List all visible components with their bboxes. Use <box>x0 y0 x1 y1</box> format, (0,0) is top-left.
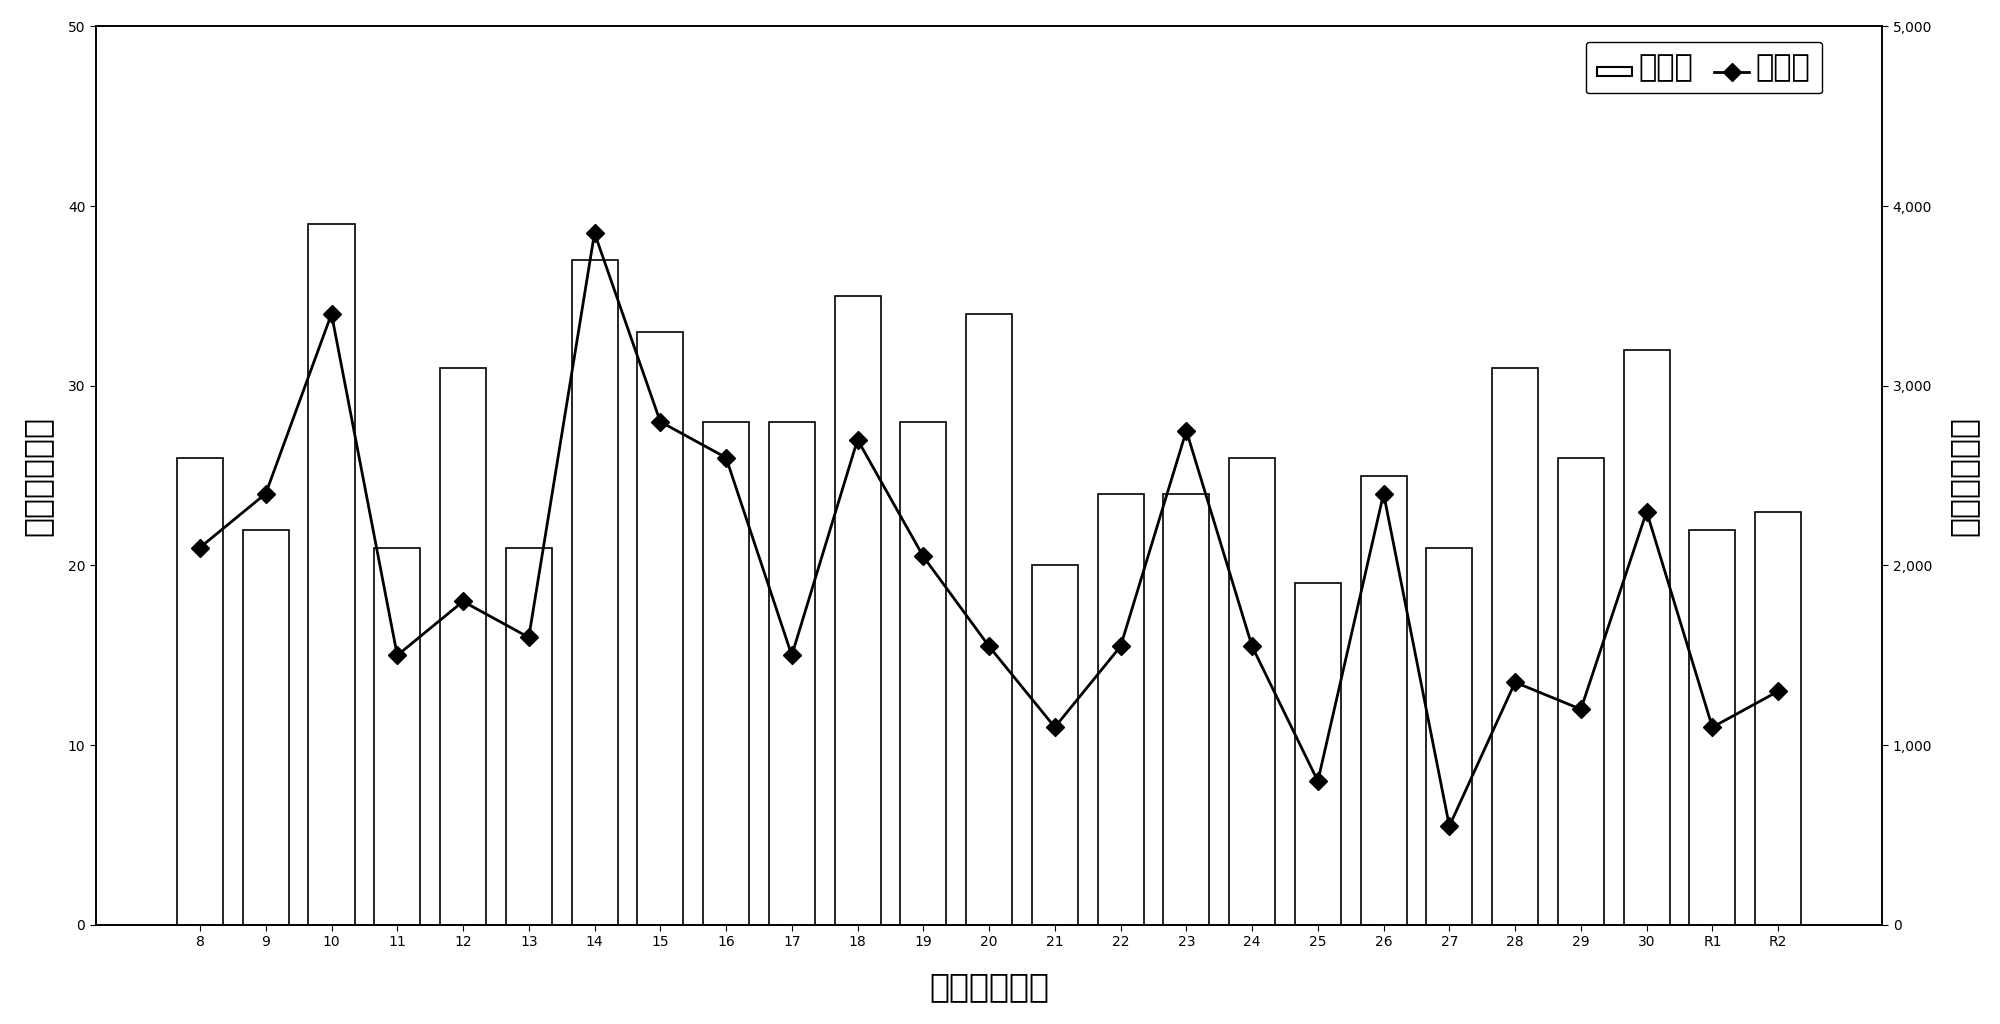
Bar <box>374 548 420 925</box>
Bar <box>506 548 552 925</box>
Bar <box>308 224 354 925</box>
Bar <box>1230 458 1276 925</box>
Bar <box>1098 494 1144 925</box>
Bar <box>1294 584 1340 925</box>
Bar <box>638 332 684 925</box>
Y-axis label: 患者数（人）: 患者数（人） <box>1946 416 1980 536</box>
Bar <box>242 529 288 925</box>
Bar <box>900 422 946 925</box>
Bar <box>704 422 750 925</box>
Bar <box>1756 512 1802 925</box>
Bar <box>1624 350 1670 925</box>
Bar <box>440 368 486 925</box>
Bar <box>1426 548 1472 925</box>
Bar <box>1558 458 1604 925</box>
Bar <box>1492 368 1538 925</box>
Y-axis label: 事件数（件）: 事件数（件） <box>20 416 54 536</box>
Bar <box>572 260 618 925</box>
Bar <box>768 422 814 925</box>
Bar <box>1164 494 1210 925</box>
X-axis label: 年次（平成）: 年次（平成） <box>930 970 1050 1004</box>
Bar <box>1360 475 1406 925</box>
Bar <box>834 296 880 925</box>
Bar <box>1690 529 1736 925</box>
Bar <box>176 458 224 925</box>
Legend: 事件数, 患者数: 事件数, 患者数 <box>1586 42 1822 93</box>
Bar <box>1032 565 1078 925</box>
Bar <box>966 314 1012 925</box>
